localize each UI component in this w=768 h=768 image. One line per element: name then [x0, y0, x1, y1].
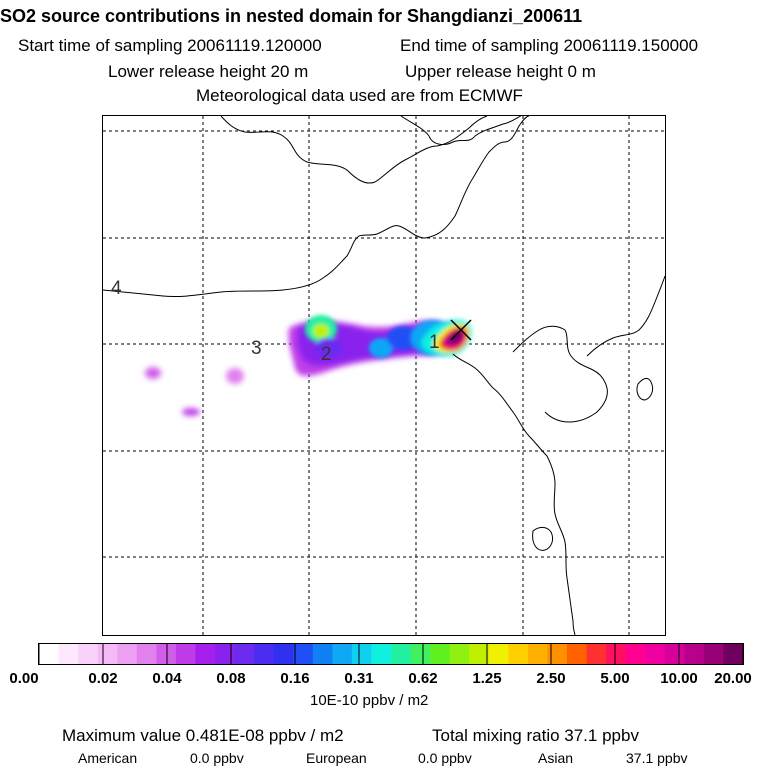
colorbar-tick-label: 0.04: [152, 670, 182, 687]
colorbar: [38, 643, 744, 665]
map-label-3: 3: [251, 338, 262, 359]
colorbar-swatch: [449, 644, 470, 664]
colorbar-swatch: [351, 644, 372, 664]
colorbar-tick-label: 2.50: [536, 670, 566, 687]
colorbar-tick-label: 0.16: [280, 670, 310, 687]
colorbar-swatch: [469, 644, 490, 664]
colorbar-units: 10E-10 ppbv / m2: [310, 692, 429, 709]
plume-contours: [145, 315, 472, 416]
colorbar-swatch: [215, 644, 236, 664]
colorbar-swatch: [97, 644, 118, 664]
region-asian-value: 37.1 ppbv: [626, 750, 688, 766]
colorbar-swatch: [488, 644, 509, 664]
total-mixing-ratio: Total mixing ratio 37.1 ppbv: [432, 726, 639, 745]
colorbar-swatch: [684, 644, 705, 664]
colorbar-tick-label: 0.08: [216, 670, 246, 687]
colorbar-swatch: [175, 644, 196, 664]
colorbar-swatch: [645, 644, 666, 664]
colorbar-swatch: [703, 644, 724, 664]
map-label-2: 2: [321, 344, 332, 365]
lower-release-height: Lower release height 20 m: [108, 62, 309, 81]
colorbar-swatch: [234, 644, 255, 664]
colorbar-swatch: [78, 644, 99, 664]
colorbar-tick-label: 0.00: [9, 670, 39, 687]
colorbar-swatch: [273, 644, 294, 664]
colorbar-swatch: [430, 644, 451, 664]
colorbar-swatch: [625, 644, 646, 664]
colorbar-tick-label: 0.31: [344, 670, 374, 687]
region-european-value: 0.0 ppbv: [418, 750, 472, 766]
colorbar-swatch: [293, 644, 314, 664]
sampling-end: End time of sampling 20061119.150000: [400, 36, 699, 55]
coastline-boundaries: [103, 116, 665, 635]
colorbar-tick-label: 0.62: [408, 670, 438, 687]
map-panel: 1 2 3 4: [102, 115, 666, 636]
map-label-1: 1: [429, 332, 440, 353]
met-data-source: Meteorological data used are from ECMWF: [196, 86, 523, 105]
colorbar-swatch: [136, 644, 157, 664]
region-asian-name: Asian: [538, 750, 574, 766]
colorbar-tick-label: 20.00: [714, 670, 752, 687]
colorbar-swatch: [723, 644, 743, 664]
colorbar-tick-label: 10.00: [660, 670, 698, 687]
region-american-name: American: [78, 750, 138, 766]
colorbar-tick-label: 5.00: [600, 670, 630, 687]
region-european-name: European: [306, 750, 367, 766]
colorbar-swatch: [117, 644, 138, 664]
colorbar-swatch: [195, 644, 216, 664]
colorbar-swatch: [156, 644, 177, 664]
colorbar-swatch: [606, 644, 627, 664]
sampling-start: Start time of sampling 20061119.120000: [18, 36, 322, 55]
colorbar-swatch: [312, 644, 333, 664]
colorbar-swatch: [332, 644, 353, 664]
colorbar-swatch: [39, 644, 60, 664]
colorbar-swatch: [586, 644, 607, 664]
colorbar-swatch: [410, 644, 431, 664]
region-american-value: 0.0 ppbv: [190, 750, 244, 766]
colorbar-swatch: [58, 644, 79, 664]
colorbar-swatch: [567, 644, 588, 664]
colorbar-swatch: [527, 644, 548, 664]
map-label-4: 4: [111, 278, 122, 299]
colorbar-swatch: [547, 644, 568, 664]
colorbar-swatch: [508, 644, 529, 664]
colorbar-swatch: [664, 644, 685, 664]
maximum-value: Maximum value 0.481E-08 ppbv / m2: [62, 726, 344, 745]
colorbar-tick-label: 1.25: [472, 670, 502, 687]
colorbar-swatch: [371, 644, 392, 664]
receptor-marker: [450, 319, 472, 341]
grid-lines: [103, 116, 665, 635]
upper-release-height: Upper release height 0 m: [405, 62, 596, 81]
page-title: SO2 source contributions in nested domai…: [0, 6, 583, 26]
colorbar-swatch: [254, 644, 275, 664]
colorbar-tick-label: 0.02: [88, 670, 118, 687]
colorbar-swatch: [391, 644, 412, 664]
